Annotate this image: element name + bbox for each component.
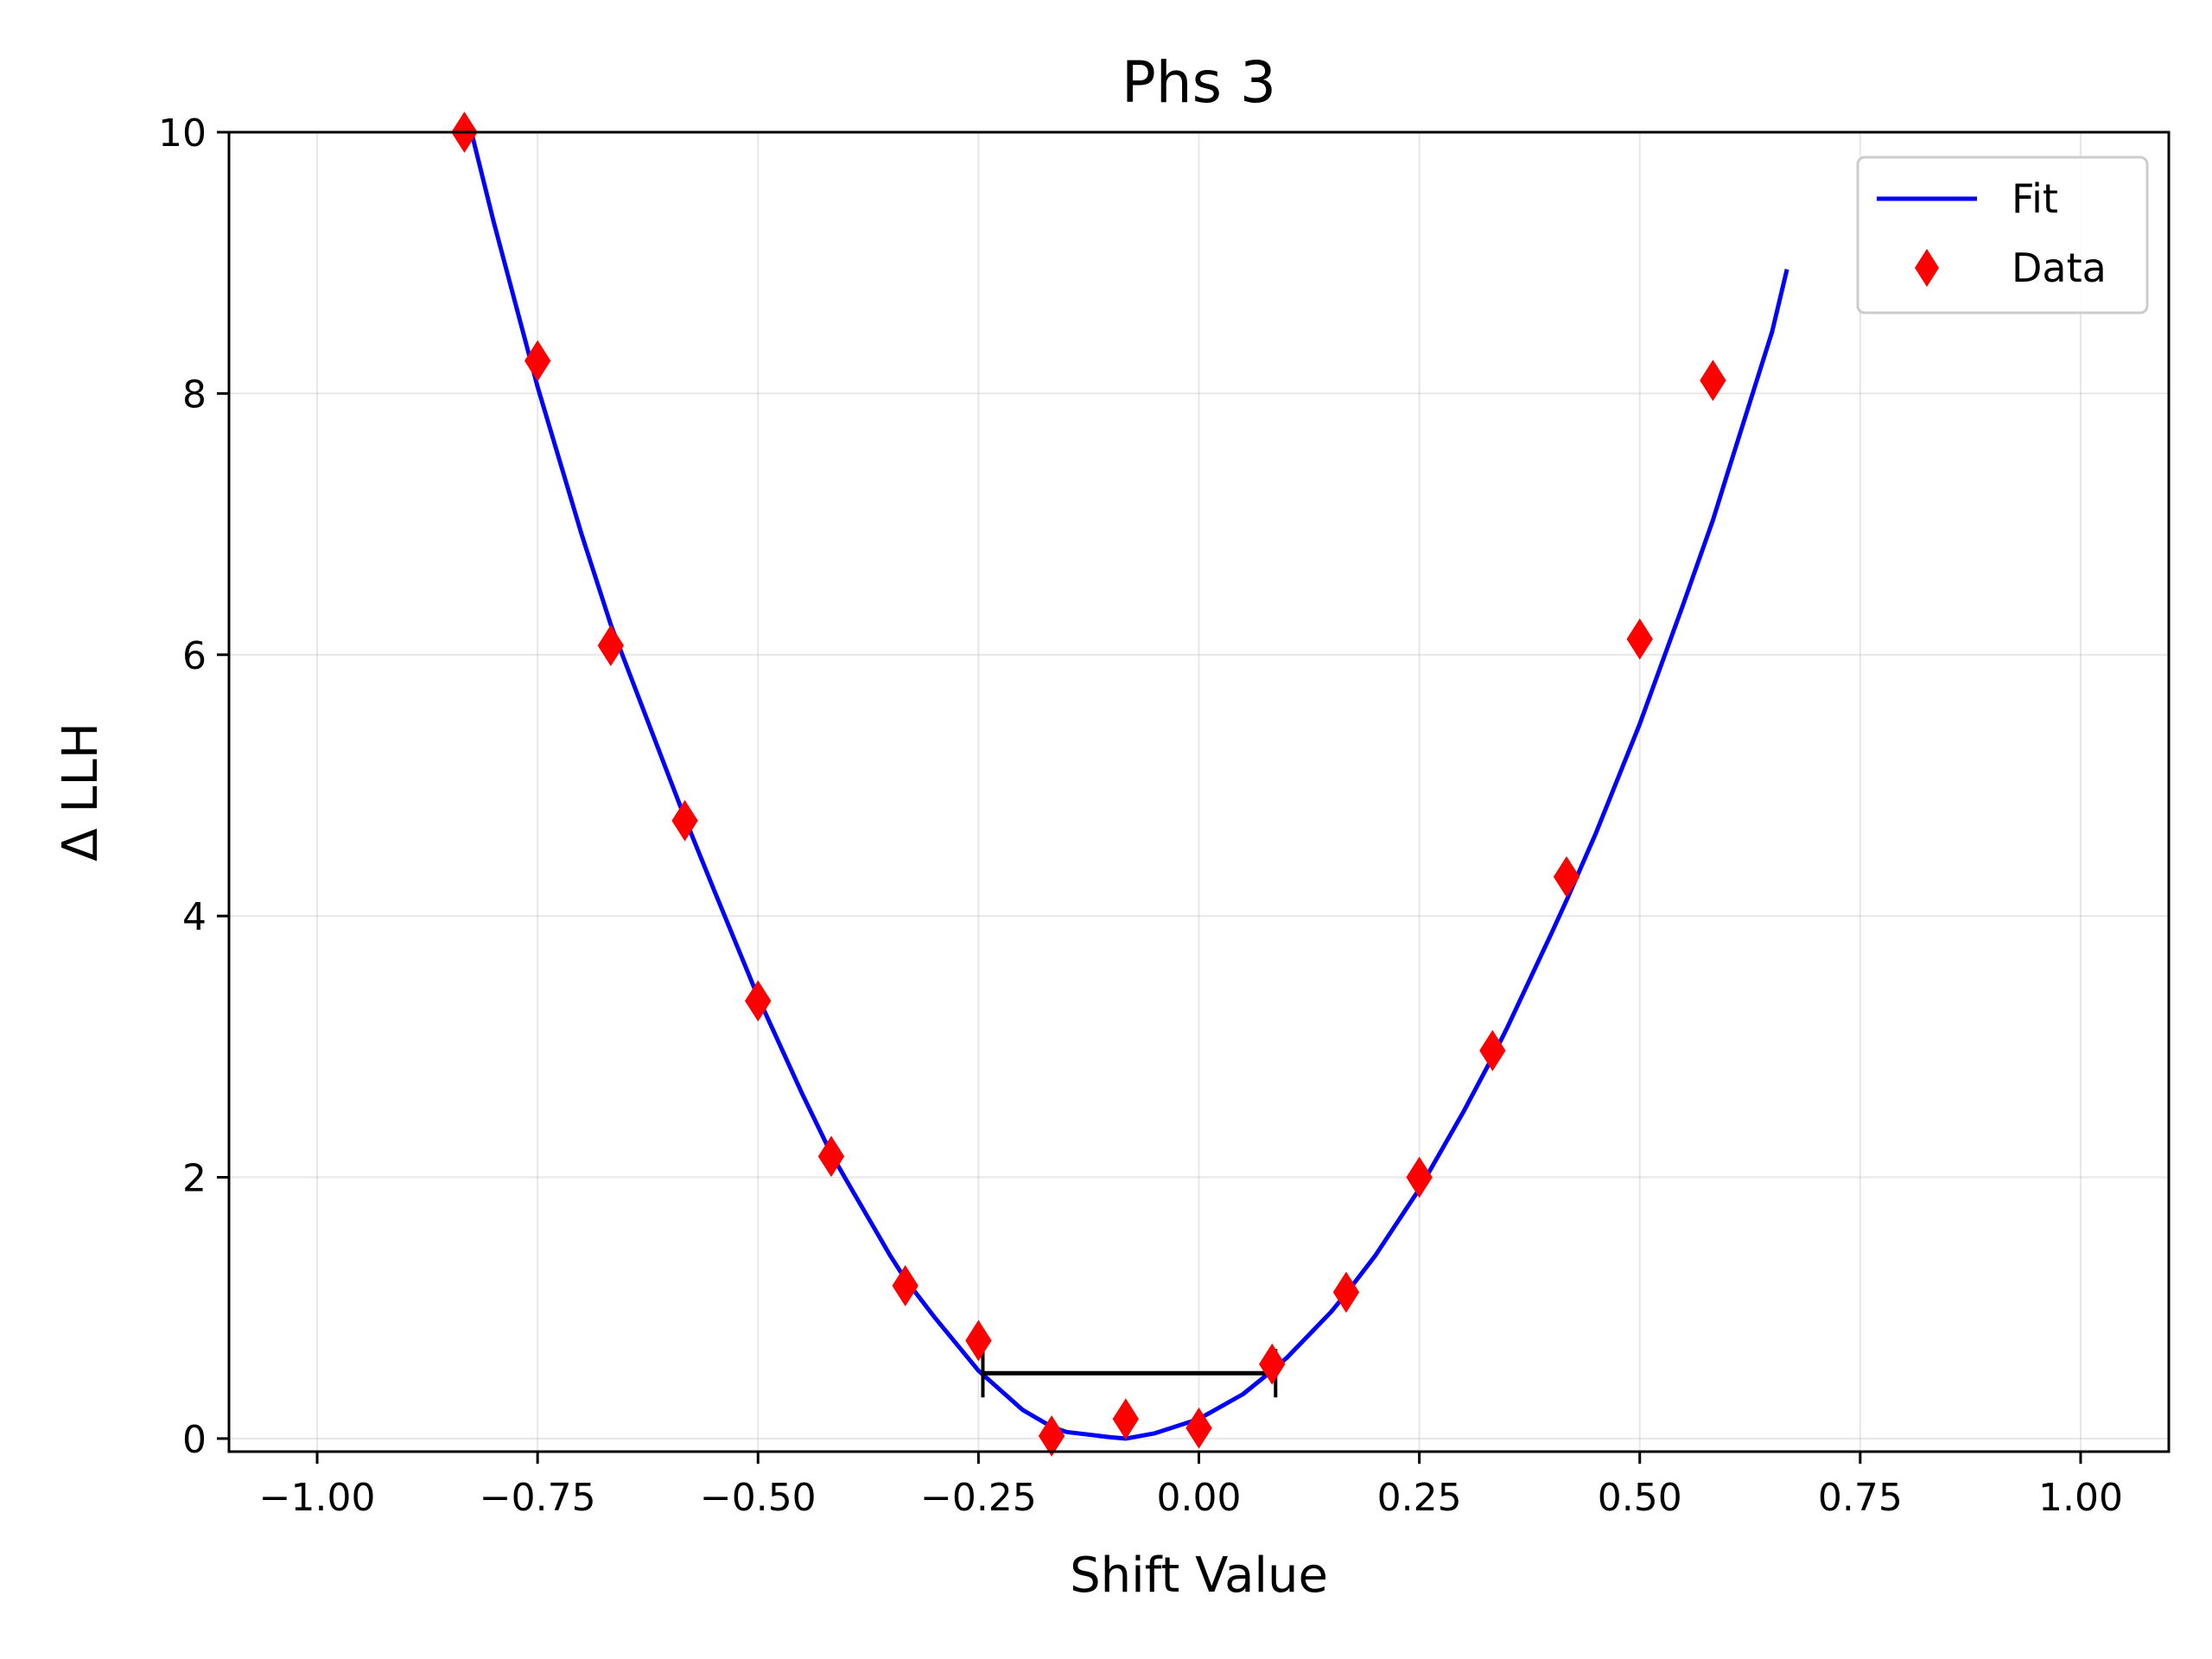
data-point [671, 799, 698, 842]
legend: Fit Data [1856, 156, 2149, 315]
x-tick-label: 0.00 [1157, 1476, 1242, 1520]
data-point [1700, 359, 1726, 402]
y-tick-label: 4 [182, 895, 207, 939]
data-point [1112, 1398, 1139, 1440]
chart-title: Phs 3 [1122, 49, 1276, 116]
y-tick-label: 2 [182, 1157, 207, 1201]
data-point [597, 625, 625, 667]
x-tick-label: 1.00 [2038, 1476, 2123, 1520]
data-point [817, 1135, 845, 1178]
data-point [524, 340, 551, 382]
x-tick-label: 0.25 [1377, 1476, 1462, 1520]
x-tick-label: 0.50 [1598, 1476, 1682, 1520]
data-points [451, 111, 1726, 1457]
x-axis-title: Shift Value [1070, 1548, 1328, 1604]
data-point [1479, 1029, 1506, 1071]
x-tick-label: −0.50 [700, 1476, 817, 1520]
x-tick-label: −0.25 [920, 1476, 1037, 1520]
data-point [1185, 1407, 1212, 1449]
legend-data-swatch [1915, 249, 1939, 287]
x-tick-label: −0.75 [480, 1476, 596, 1520]
data-point [892, 1265, 918, 1306]
data-point [1038, 1414, 1065, 1457]
legend-data-label: Data [2012, 245, 2107, 291]
data-point [1406, 1156, 1433, 1198]
y-tick-label: 0 [182, 1418, 207, 1462]
data-point [1626, 618, 1653, 660]
y-axis-title: Δ LLH [53, 722, 109, 861]
plot-frame [227, 130, 2171, 1453]
y-tick-label: 10 [158, 111, 207, 156]
y-tick-label: 6 [182, 634, 207, 678]
x-tick-label: 0.75 [1818, 1476, 1903, 1520]
data-point [965, 1319, 992, 1362]
data-point [745, 980, 772, 1022]
data-point [1553, 855, 1580, 898]
y-tick-label: 8 [182, 372, 207, 416]
tick-layer: −1.00 −0.75 −0.50 −0.25 0.00 0.25 0.50 0.75 1.00… [158, 111, 2123, 1520]
data-point [1332, 1271, 1360, 1313]
legend-fit-label: Fit [2012, 175, 2058, 222]
x-tick-label: −1.00 [259, 1476, 376, 1520]
data-point [1259, 1343, 1286, 1385]
